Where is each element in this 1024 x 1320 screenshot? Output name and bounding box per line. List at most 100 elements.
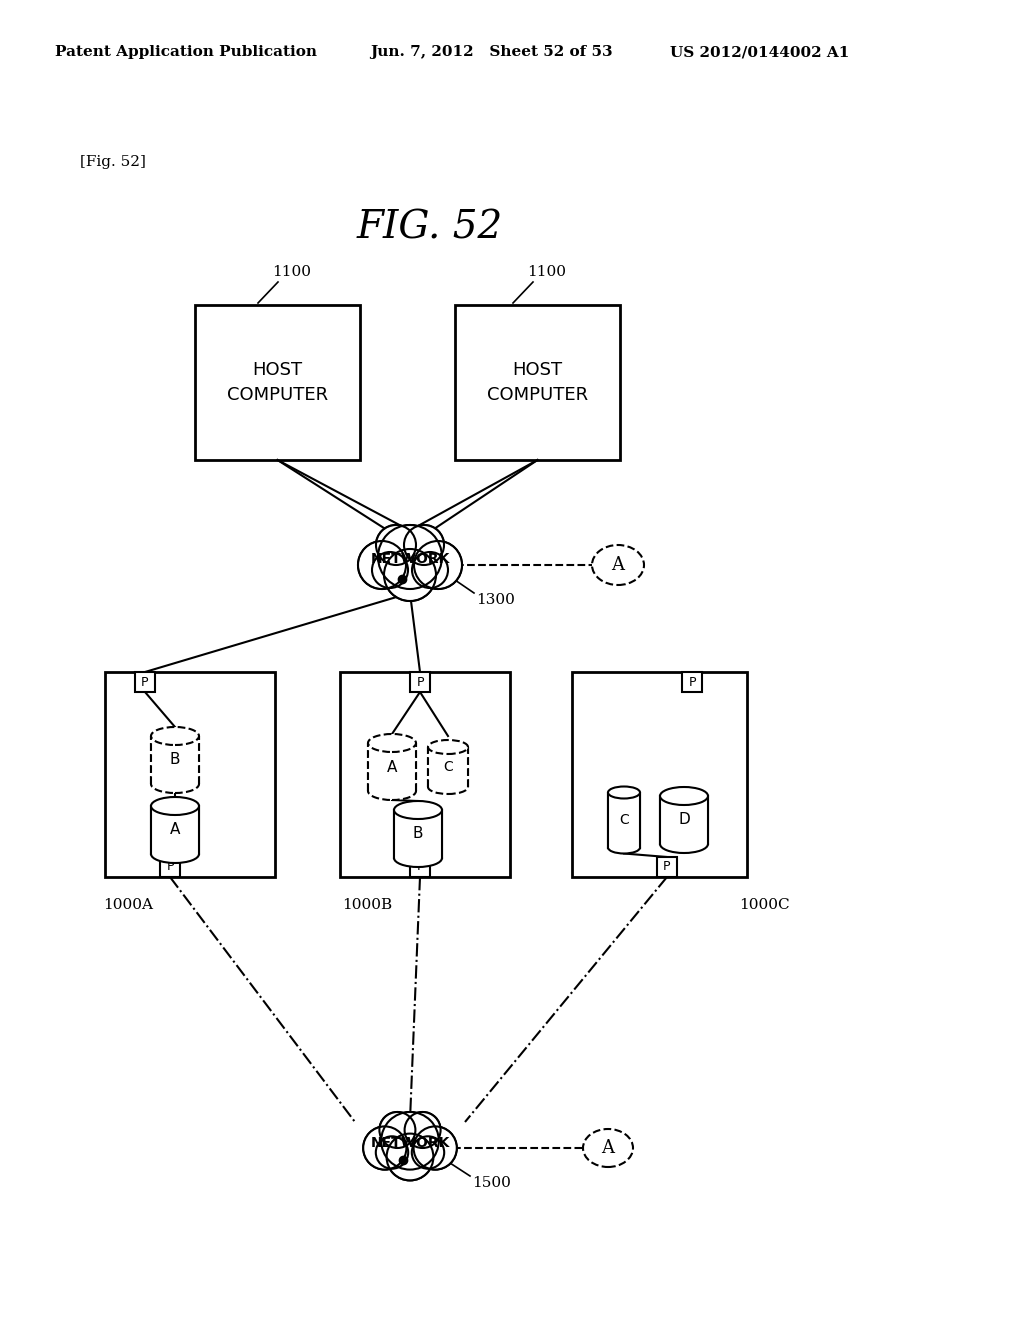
Ellipse shape	[428, 741, 468, 754]
Circle shape	[358, 541, 406, 589]
Bar	[160, 857, 180, 876]
Ellipse shape	[583, 1129, 633, 1167]
Bar	[657, 857, 677, 876]
Text: [Fig. 52]: [Fig. 52]	[80, 154, 145, 169]
Circle shape	[377, 525, 416, 565]
Ellipse shape	[394, 849, 442, 867]
Circle shape	[387, 1134, 433, 1180]
Text: 1100: 1100	[527, 265, 566, 279]
Circle shape	[415, 541, 461, 589]
Text: A: A	[601, 1139, 614, 1158]
Circle shape	[364, 1127, 406, 1170]
Ellipse shape	[151, 797, 199, 814]
Circle shape	[376, 525, 416, 565]
Circle shape	[382, 1113, 438, 1168]
Bar	[151, 807, 199, 854]
Text: A: A	[611, 556, 625, 574]
Circle shape	[412, 552, 449, 587]
Ellipse shape	[368, 734, 416, 752]
Bar	[368, 743, 416, 791]
Text: D: D	[678, 813, 690, 828]
Ellipse shape	[660, 787, 708, 805]
Ellipse shape	[592, 545, 644, 585]
Circle shape	[372, 552, 408, 587]
Text: FIG. 52: FIG. 52	[357, 210, 503, 247]
Text: NETWORK: NETWORK	[371, 1137, 450, 1150]
Bar	[660, 796, 708, 843]
Bar	[428, 747, 468, 787]
Bar	[410, 672, 430, 692]
Text: A: A	[387, 759, 397, 775]
Bar	[455, 305, 620, 459]
Text: 1300: 1300	[476, 593, 515, 607]
Circle shape	[380, 1113, 415, 1147]
Text: HOST
COMPUTER: HOST COMPUTER	[487, 360, 588, 404]
Circle shape	[414, 1126, 457, 1170]
Bar	[410, 857, 430, 876]
Circle shape	[404, 525, 444, 565]
Ellipse shape	[151, 775, 199, 793]
Circle shape	[376, 1137, 408, 1168]
Text: C: C	[443, 760, 453, 774]
Bar	[195, 305, 360, 459]
Bar	[660, 796, 708, 843]
Bar	[151, 807, 199, 854]
Text: NETWORK: NETWORK	[371, 552, 450, 566]
Text: B: B	[170, 752, 180, 767]
Bar	[608, 792, 640, 847]
Bar	[368, 743, 416, 791]
Bar	[394, 810, 442, 858]
Text: P: P	[664, 861, 671, 874]
Circle shape	[381, 1111, 439, 1170]
Ellipse shape	[608, 787, 640, 799]
Circle shape	[358, 541, 406, 589]
Circle shape	[413, 1137, 443, 1168]
Text: 1000C: 1000C	[739, 898, 790, 912]
Circle shape	[404, 525, 443, 565]
Bar	[135, 672, 155, 692]
Text: US 2012/0144002 A1: US 2012/0144002 A1	[670, 45, 849, 59]
Circle shape	[414, 541, 462, 589]
Text: Jun. 7, 2012   Sheet 52 of 53: Jun. 7, 2012 Sheet 52 of 53	[370, 45, 612, 59]
Text: C: C	[620, 813, 629, 828]
Bar	[105, 672, 275, 876]
Bar	[151, 737, 199, 784]
Circle shape	[412, 1137, 444, 1168]
Circle shape	[413, 553, 447, 587]
Text: P: P	[688, 676, 695, 689]
Bar	[151, 737, 199, 784]
Ellipse shape	[151, 727, 199, 744]
Text: 1500: 1500	[472, 1176, 511, 1191]
Text: 1000B: 1000B	[342, 898, 392, 912]
Bar	[340, 672, 510, 876]
Circle shape	[376, 1137, 409, 1168]
Text: A: A	[170, 822, 180, 837]
Bar	[682, 672, 702, 692]
Bar	[394, 810, 442, 858]
Ellipse shape	[428, 780, 468, 795]
Circle shape	[385, 549, 435, 601]
Text: HOST
COMPUTER: HOST COMPUTER	[227, 360, 328, 404]
Bar	[572, 672, 746, 876]
Ellipse shape	[608, 842, 640, 854]
Text: P: P	[166, 861, 174, 874]
Text: B: B	[413, 826, 423, 842]
Text: P: P	[416, 676, 424, 689]
Circle shape	[415, 1127, 456, 1170]
Circle shape	[373, 553, 408, 587]
Circle shape	[384, 549, 436, 601]
Bar	[608, 792, 640, 847]
Ellipse shape	[660, 836, 708, 853]
Text: 1000A: 1000A	[103, 898, 153, 912]
Ellipse shape	[368, 781, 416, 800]
Bar	[428, 747, 468, 787]
Text: 1100: 1100	[272, 265, 311, 279]
Circle shape	[404, 1111, 440, 1148]
Circle shape	[378, 525, 442, 589]
Ellipse shape	[151, 845, 199, 863]
Text: P: P	[141, 676, 148, 689]
Circle shape	[380, 1111, 416, 1148]
Circle shape	[379, 525, 441, 587]
Circle shape	[406, 1113, 440, 1147]
Text: Patent Application Publication: Patent Application Publication	[55, 45, 317, 59]
